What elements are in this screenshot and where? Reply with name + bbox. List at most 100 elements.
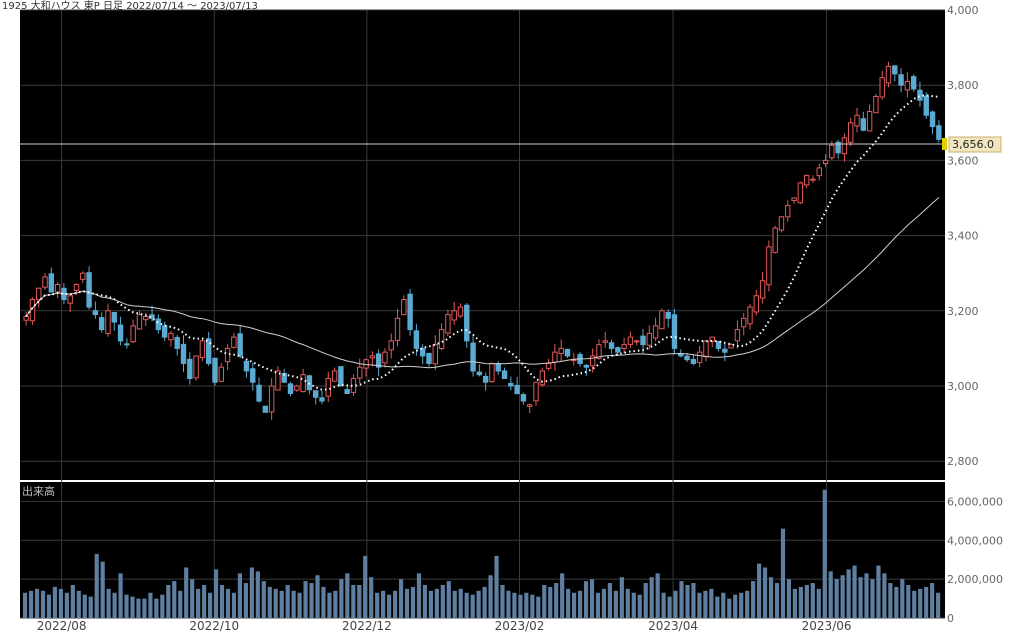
x-axis-ticks: 2022/08 2022/10 2022/12 2023/02 2023/04 2023/…	[37, 619, 852, 633]
candle-body	[533, 381, 539, 402]
candle-body	[558, 347, 564, 354]
candle-body	[130, 325, 136, 343]
candle-body	[476, 371, 483, 376]
volume-bar	[685, 584, 690, 618]
candle-body	[275, 370, 281, 391]
candle-body	[86, 272, 92, 308]
candle-body	[413, 330, 420, 349]
candle-body	[797, 182, 804, 204]
volume-bar	[267, 586, 272, 618]
volume-bar	[577, 590, 583, 618]
candle-body	[929, 111, 936, 128]
volume-bar	[739, 592, 744, 618]
candle-body	[262, 405, 269, 413]
volume-bar	[387, 594, 392, 618]
volume-bar	[136, 598, 141, 618]
volume-bar	[655, 573, 660, 618]
candle-body	[357, 366, 363, 379]
volume-bar	[202, 584, 207, 618]
candle-body	[174, 337, 180, 349]
volume-bar	[906, 584, 911, 618]
volume-bar	[190, 579, 195, 618]
candle-body	[231, 336, 237, 348]
volume-bar	[572, 592, 577, 618]
volume-bar	[345, 573, 350, 618]
volume-bar	[524, 592, 529, 618]
volume-bar	[751, 581, 756, 618]
volume-bar	[488, 575, 493, 618]
candle-body	[168, 332, 174, 341]
volume-bar	[798, 586, 803, 618]
volume-bar	[64, 592, 69, 618]
volume-bar	[52, 586, 58, 618]
candle-body	[615, 347, 621, 353]
volume-bar	[810, 583, 815, 618]
volume-bar	[154, 598, 159, 618]
volume-bar	[255, 571, 260, 618]
volume-bar	[285, 584, 290, 618]
volume-bar	[924, 586, 929, 618]
volume-bar	[762, 567, 768, 618]
candle-body	[111, 311, 117, 323]
volume-bar	[106, 588, 111, 618]
volume-bar	[28, 590, 34, 618]
candle-body	[583, 364, 590, 368]
volume-bar	[363, 555, 368, 618]
volume-bar	[327, 592, 332, 618]
volume-bar	[333, 590, 338, 618]
volume-bar	[148, 592, 153, 618]
volume-bar	[822, 489, 827, 618]
candle-body	[281, 372, 287, 383]
volume-axis-ticks: 6,000,000 4,000,000 2,000,000 0	[947, 495, 1003, 625]
candle-body	[527, 404, 533, 407]
volume-bar	[649, 577, 654, 618]
volume-bar	[512, 592, 517, 618]
volume-bar	[464, 592, 469, 618]
candle-body	[791, 197, 797, 202]
candle-body	[703, 340, 709, 358]
volume-bar	[82, 594, 87, 618]
candle-body	[375, 353, 382, 368]
volume-bar	[780, 528, 786, 618]
volume-bar	[518, 594, 523, 618]
volume-bar	[661, 592, 666, 618]
volume-bar	[834, 579, 839, 618]
candle-body	[822, 159, 829, 165]
candle-body	[860, 118, 867, 131]
volume-bar	[398, 579, 404, 618]
x-tick-label: 2022/12	[342, 619, 392, 633]
candle-body	[508, 382, 514, 387]
volume-bar	[172, 581, 177, 618]
volume-bar	[213, 569, 219, 618]
volume-bar	[375, 592, 380, 618]
candle-body	[394, 317, 401, 341]
volume-bar	[816, 588, 821, 618]
volume-bars	[23, 489, 941, 618]
ma-short-line	[25, 94, 940, 391]
volume-bar	[506, 590, 511, 618]
x-tick-label: 2023/04	[648, 619, 698, 633]
volume-bar	[930, 583, 935, 618]
volume-tick-label: 6,000,000	[947, 495, 1003, 508]
candle-body	[294, 385, 300, 391]
candle-body	[23, 315, 29, 321]
candle-body	[873, 95, 879, 114]
volume-bar	[219, 584, 225, 618]
candle-body	[621, 344, 627, 349]
candle-body	[212, 357, 218, 383]
volume-bar	[23, 592, 28, 618]
volume-bar	[727, 598, 732, 618]
volume-bar	[745, 590, 750, 618]
candle-body	[482, 375, 489, 383]
last-price-box	[948, 136, 1002, 153]
candle-body	[596, 344, 602, 359]
candle-body	[879, 77, 885, 98]
volume-bar	[112, 592, 117, 618]
volume-label: 出来高	[22, 484, 55, 498]
candle-body	[520, 394, 527, 402]
volume-bar	[369, 577, 374, 618]
volume-bar	[100, 561, 105, 618]
candle-body	[898, 74, 904, 86]
volume-bar	[774, 583, 780, 618]
x-tick-label: 2022/08	[37, 619, 87, 633]
